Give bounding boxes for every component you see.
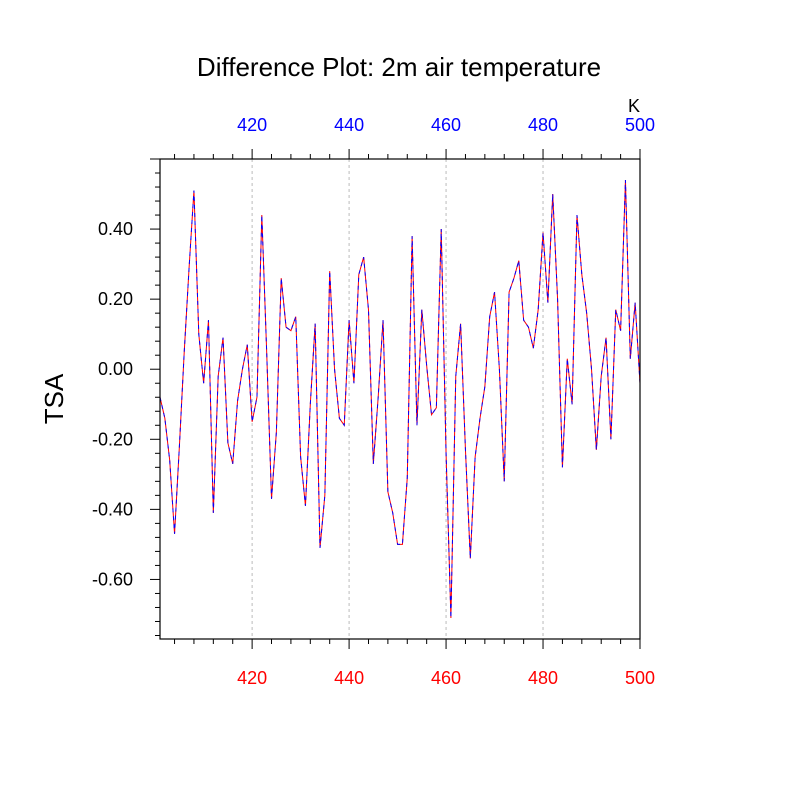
y-tick-label: -0.40 xyxy=(92,499,133,519)
x-tick-label-top: 440 xyxy=(334,115,364,135)
x-tick-label-top: 480 xyxy=(528,115,558,135)
x-tick-label-bottom: 500 xyxy=(625,668,655,688)
chart-title: Difference Plot: 2m air temperature xyxy=(197,52,601,82)
y-tick-label: 0.00 xyxy=(98,359,133,379)
y-tick-label: -0.20 xyxy=(92,429,133,449)
y-axis-label: TSA xyxy=(39,373,69,424)
top-axis-unit-label: K xyxy=(628,96,640,116)
x-tick-label-bottom: 420 xyxy=(237,668,267,688)
y-tick-label: 0.20 xyxy=(98,289,133,309)
x-tick-label-top: 460 xyxy=(431,115,461,135)
x-tick-label-top: 420 xyxy=(237,115,267,135)
series-line-blue xyxy=(159,180,641,618)
grid-lines xyxy=(251,159,544,639)
x-tick-label-top: 500 xyxy=(625,115,655,135)
series-lines xyxy=(159,180,641,618)
y-tick-label: 0.40 xyxy=(98,219,133,239)
plot-frame xyxy=(159,158,641,640)
series-line-red xyxy=(159,180,641,618)
x-tick-label-bottom: 460 xyxy=(431,668,461,688)
x-tick-label-bottom: 480 xyxy=(528,668,558,688)
x-tick-label-bottom: 440 xyxy=(334,668,364,688)
tick-labels: 420 420 440 440 460 460 480 480 500 500 0.40 0.20 0.… xyxy=(92,115,655,688)
y-tick-label: -0.60 xyxy=(92,569,133,589)
axes xyxy=(150,149,641,649)
